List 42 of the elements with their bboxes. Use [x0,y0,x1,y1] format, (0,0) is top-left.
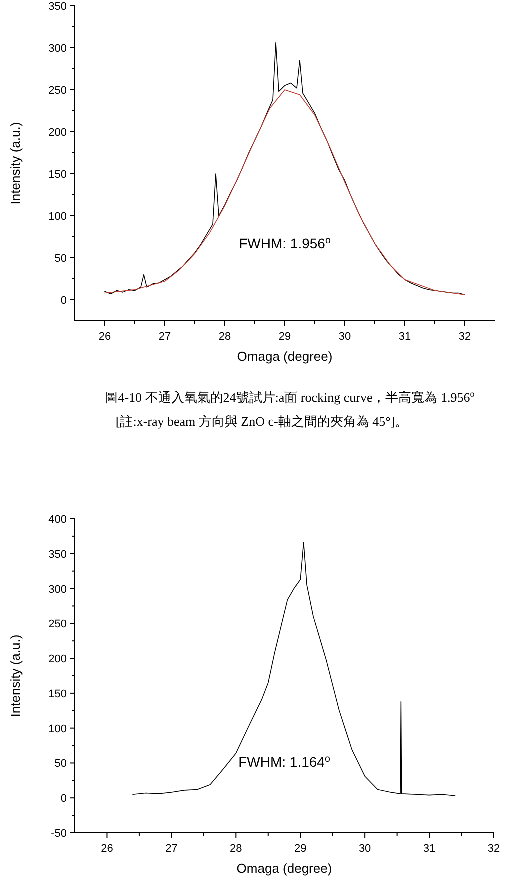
y-tick-label: 250 [48,85,67,97]
x-tick-label: 26 [98,331,112,343]
y-axis-title: Intensity (a.u.) [8,634,23,718]
x-tick-label: 32 [458,331,472,343]
y-tick-label: 200 [48,127,67,139]
x-tick-label: 31 [398,331,412,343]
y-tick-label: 100 [48,723,67,736]
x-axis-title: Omaga (degree) [237,349,333,364]
y-tick-label: 400 [48,514,67,526]
y-tick-label: 250 [48,618,67,631]
x-axis-title: Omaga (degree) [236,861,332,876]
y-tick-label: 300 [48,43,67,55]
x-tick-label: 30 [338,331,352,343]
text: [註:x-ray beam 方向與 ZnO c-軸之間的夾角為 45°]。 [116,414,408,429]
x-tick-label: 27 [166,843,178,855]
y-tick-label: -50 [51,828,67,840]
y-axis-title: Intensity (a.u.) [8,122,23,205]
y-tick-label: 0 [60,295,67,307]
line-series [104,90,466,296]
x-tick-label: 28 [230,843,242,855]
y-tick-label: 50 [54,253,67,265]
y-tick-label: 300 [48,584,67,596]
x-tick-label: 26 [101,843,114,855]
annotation: FWHM: 1.164$^{o}$ [238,754,331,770]
y-tick-label: 350 [48,548,67,561]
y-tick-label: 50 [54,758,67,770]
annotation: FWHM: 1.956$^{o}$ [239,235,332,252]
x-tick-label: 29 [294,843,307,855]
x-tick-label: 31 [423,843,436,855]
x-tick-label: 28 [218,331,232,343]
y-tick-label: 0 [60,793,67,806]
x-tick-label: 30 [358,843,372,855]
line-series [132,542,456,796]
y-tick-label: 100 [48,211,67,223]
x-tick-label: 27 [158,331,172,343]
y-tick-label: 350 [48,1,67,13]
caption: 圖4-10 不通入氧氣的24號試片:a面 rocking curve，半高寬為 1.956$^{o}$ [105,389,476,405]
y-tick-label: 150 [48,169,67,181]
x-tick-label: 29 [278,331,292,343]
y-tick-label: 200 [48,654,67,666]
y-tick-label: 150 [48,688,67,700]
x-tick-label: 32 [488,843,500,855]
